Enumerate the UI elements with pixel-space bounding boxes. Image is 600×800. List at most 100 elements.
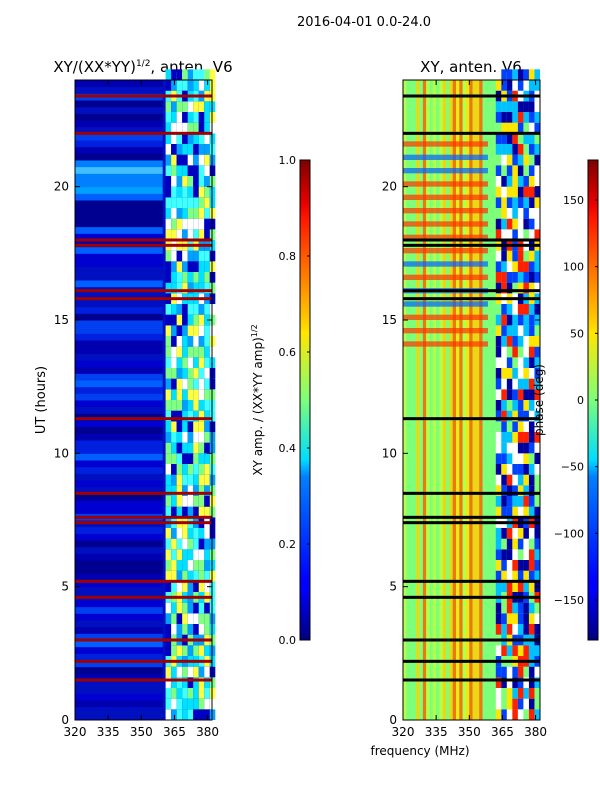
- phase-cell: [528, 346, 535, 358]
- amp-cell: [171, 581, 177, 592]
- amp-cell: [198, 400, 205, 411]
- phase-cell: [523, 442, 529, 454]
- amp-cell: [171, 282, 177, 294]
- amp-cell: [176, 464, 183, 475]
- phase-cell: [501, 69, 507, 80]
- amp-cell: [193, 570, 199, 582]
- amp-cell: [176, 346, 183, 358]
- phase-cell: [528, 677, 535, 688]
- flagged-row: [75, 521, 212, 525]
- amp-cell: [204, 442, 210, 454]
- amp-cell: [176, 304, 183, 315]
- amp-cell: [204, 613, 210, 624]
- phase-cell: [501, 112, 507, 123]
- phase-cell: [528, 176, 535, 187]
- y-tick-label: 5: [389, 580, 397, 594]
- amp-cell: [193, 133, 199, 144]
- amp-band: [75, 486, 163, 494]
- amp-cell: [187, 133, 194, 144]
- phase-cell: [495, 410, 502, 422]
- phase-band: [403, 168, 488, 174]
- phase-cell: [512, 378, 518, 390]
- amp-cell: [165, 645, 172, 656]
- phase-cell: [495, 357, 502, 368]
- phase-cell: [523, 122, 529, 134]
- flagged-row: [75, 515, 212, 519]
- phase-cell: [534, 560, 540, 571]
- phase-cell: [501, 250, 507, 262]
- phase-cell: [495, 709, 502, 720]
- phase-cell: [506, 282, 513, 294]
- phase-cell: [506, 677, 513, 688]
- amp-cell: [187, 549, 194, 560]
- amp-cell: [209, 186, 216, 198]
- amp-band: [75, 546, 163, 554]
- amp-cell: [165, 400, 172, 411]
- amp-cell: [209, 400, 216, 411]
- phase-cell: [523, 549, 529, 560]
- phase-cell: [506, 69, 513, 80]
- amp-band: [75, 700, 163, 708]
- amp-cell: [176, 69, 183, 80]
- amp-cell: [193, 346, 199, 358]
- phase-cell: [512, 282, 518, 294]
- amp-cell: [209, 421, 216, 432]
- amp-cell: [171, 645, 177, 656]
- amp-cell: [171, 549, 177, 560]
- phase-cell: [495, 570, 502, 582]
- phase-cell: [523, 144, 529, 155]
- phase-cell: [506, 645, 513, 656]
- amp-cell: [171, 709, 177, 720]
- amp-cell: [209, 250, 216, 262]
- colorbar-tick-label: 0.2: [279, 538, 297, 551]
- amp-cell: [204, 464, 210, 475]
- amp-cell: [182, 432, 188, 443]
- amp-cell: [209, 90, 216, 102]
- phase-cell: [512, 357, 518, 368]
- phase-cell: [495, 421, 502, 432]
- amp-cell: [187, 357, 194, 368]
- amp-cell: [165, 389, 172, 400]
- amp-cell: [182, 570, 188, 582]
- amp-cell: [187, 378, 194, 390]
- phase-cell: [495, 250, 502, 262]
- amp-cell: [176, 560, 183, 571]
- amp-cell: [176, 506, 183, 518]
- amp-cell: [198, 80, 205, 91]
- phase-cell: [501, 122, 507, 134]
- phase-cell: [506, 133, 513, 144]
- phase-cell: [528, 602, 535, 614]
- amp-band: [75, 333, 163, 341]
- amp-cell: [165, 122, 172, 134]
- amp-band: [75, 400, 163, 408]
- amp-cell: [209, 133, 216, 144]
- phase-cell: [501, 325, 507, 336]
- amp-cell: [198, 101, 205, 112]
- phase-cell: [534, 613, 540, 624]
- phase-cell: [495, 80, 502, 91]
- flagged-row: [403, 238, 540, 242]
- amp-cell: [182, 112, 188, 123]
- phase-cell: [506, 272, 513, 283]
- flagged-row: [403, 638, 540, 642]
- amp-cell: [165, 197, 172, 208]
- phase-cell: [512, 229, 518, 240]
- amp-cell: [165, 506, 172, 518]
- phase-cell: [517, 314, 524, 326]
- amp-cell: [176, 208, 183, 219]
- phase-cell: [495, 261, 502, 272]
- amp-cell: [204, 261, 210, 272]
- amp-cell: [176, 613, 183, 624]
- phase-cell: [501, 528, 507, 539]
- amp-band: [75, 180, 163, 188]
- amp-band: [75, 566, 163, 574]
- phase-cell: [495, 304, 502, 315]
- flagged-row: [75, 491, 212, 495]
- phase-cell: [506, 400, 513, 411]
- amp-band: [75, 466, 163, 474]
- phase-cell: [495, 506, 502, 518]
- amp-cell: [204, 378, 210, 390]
- phase-cell: [512, 314, 518, 326]
- phase-cell: [534, 677, 540, 688]
